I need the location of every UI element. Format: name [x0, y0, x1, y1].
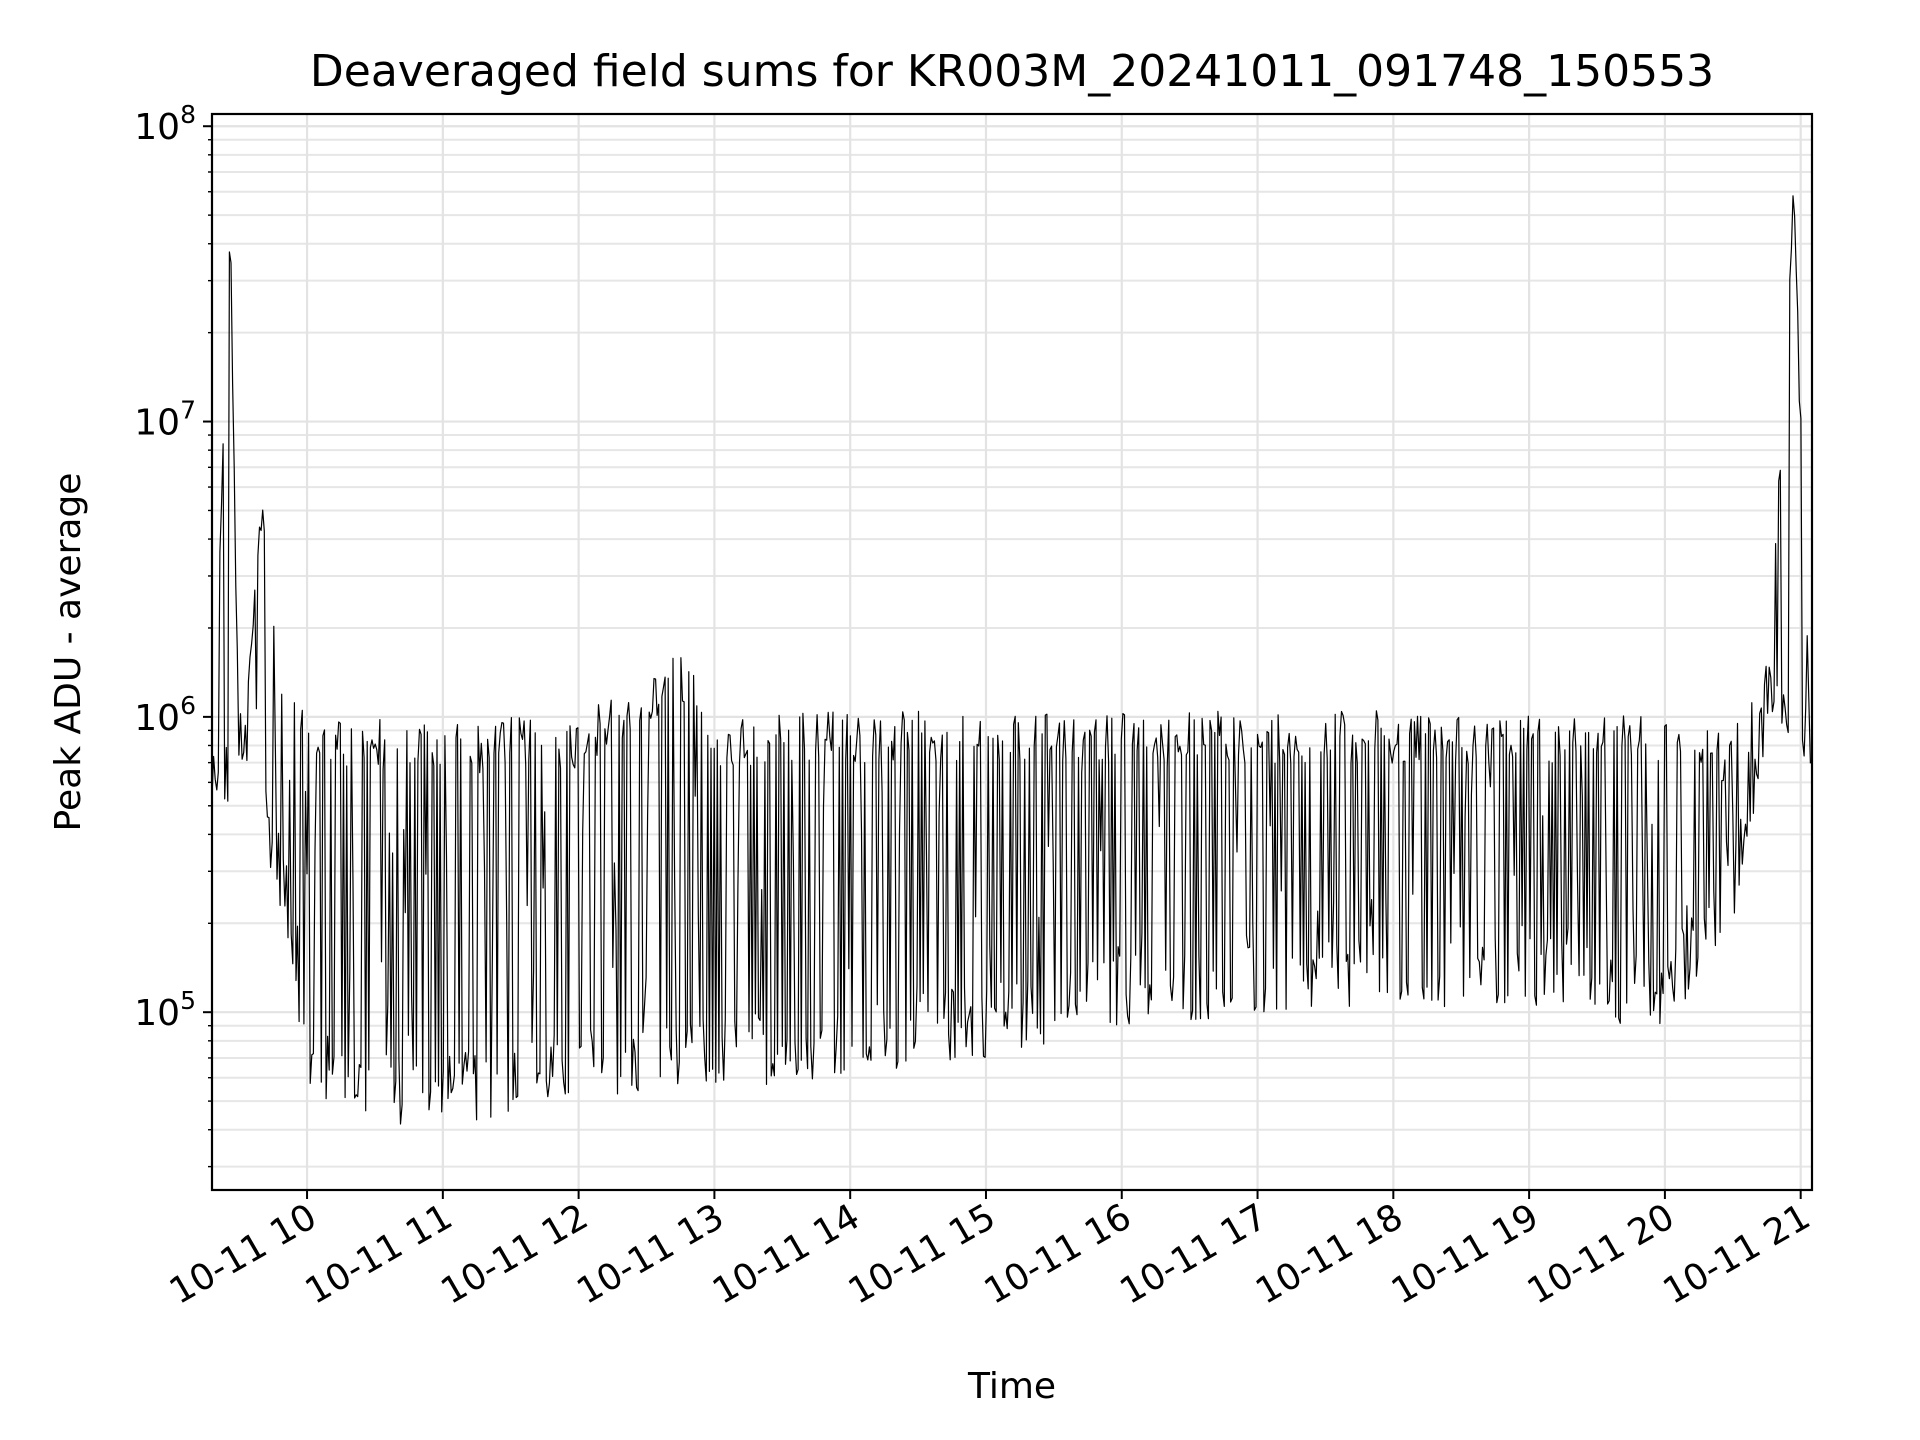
plot-frame: [210, 112, 1814, 1192]
chart-title: Deaveraged field sums for KR003M_2024101…: [310, 46, 1714, 97]
y-axis-label: Peak ADU - average: [48, 473, 89, 832]
y-tick-label: 107: [134, 396, 196, 444]
series-line: [211, 195, 1811, 1125]
y-tick-label: 106: [134, 691, 196, 739]
series-group: [211, 195, 1811, 1125]
x-axis-label: Time: [967, 1366, 1056, 1407]
grid: [212, 114, 1812, 1190]
y-tick-label: 105: [134, 986, 196, 1034]
y-axis: 105 106 107 108: [134, 100, 212, 1168]
y-tick-label: 108: [134, 100, 196, 148]
plot-background: [212, 114, 1812, 1190]
